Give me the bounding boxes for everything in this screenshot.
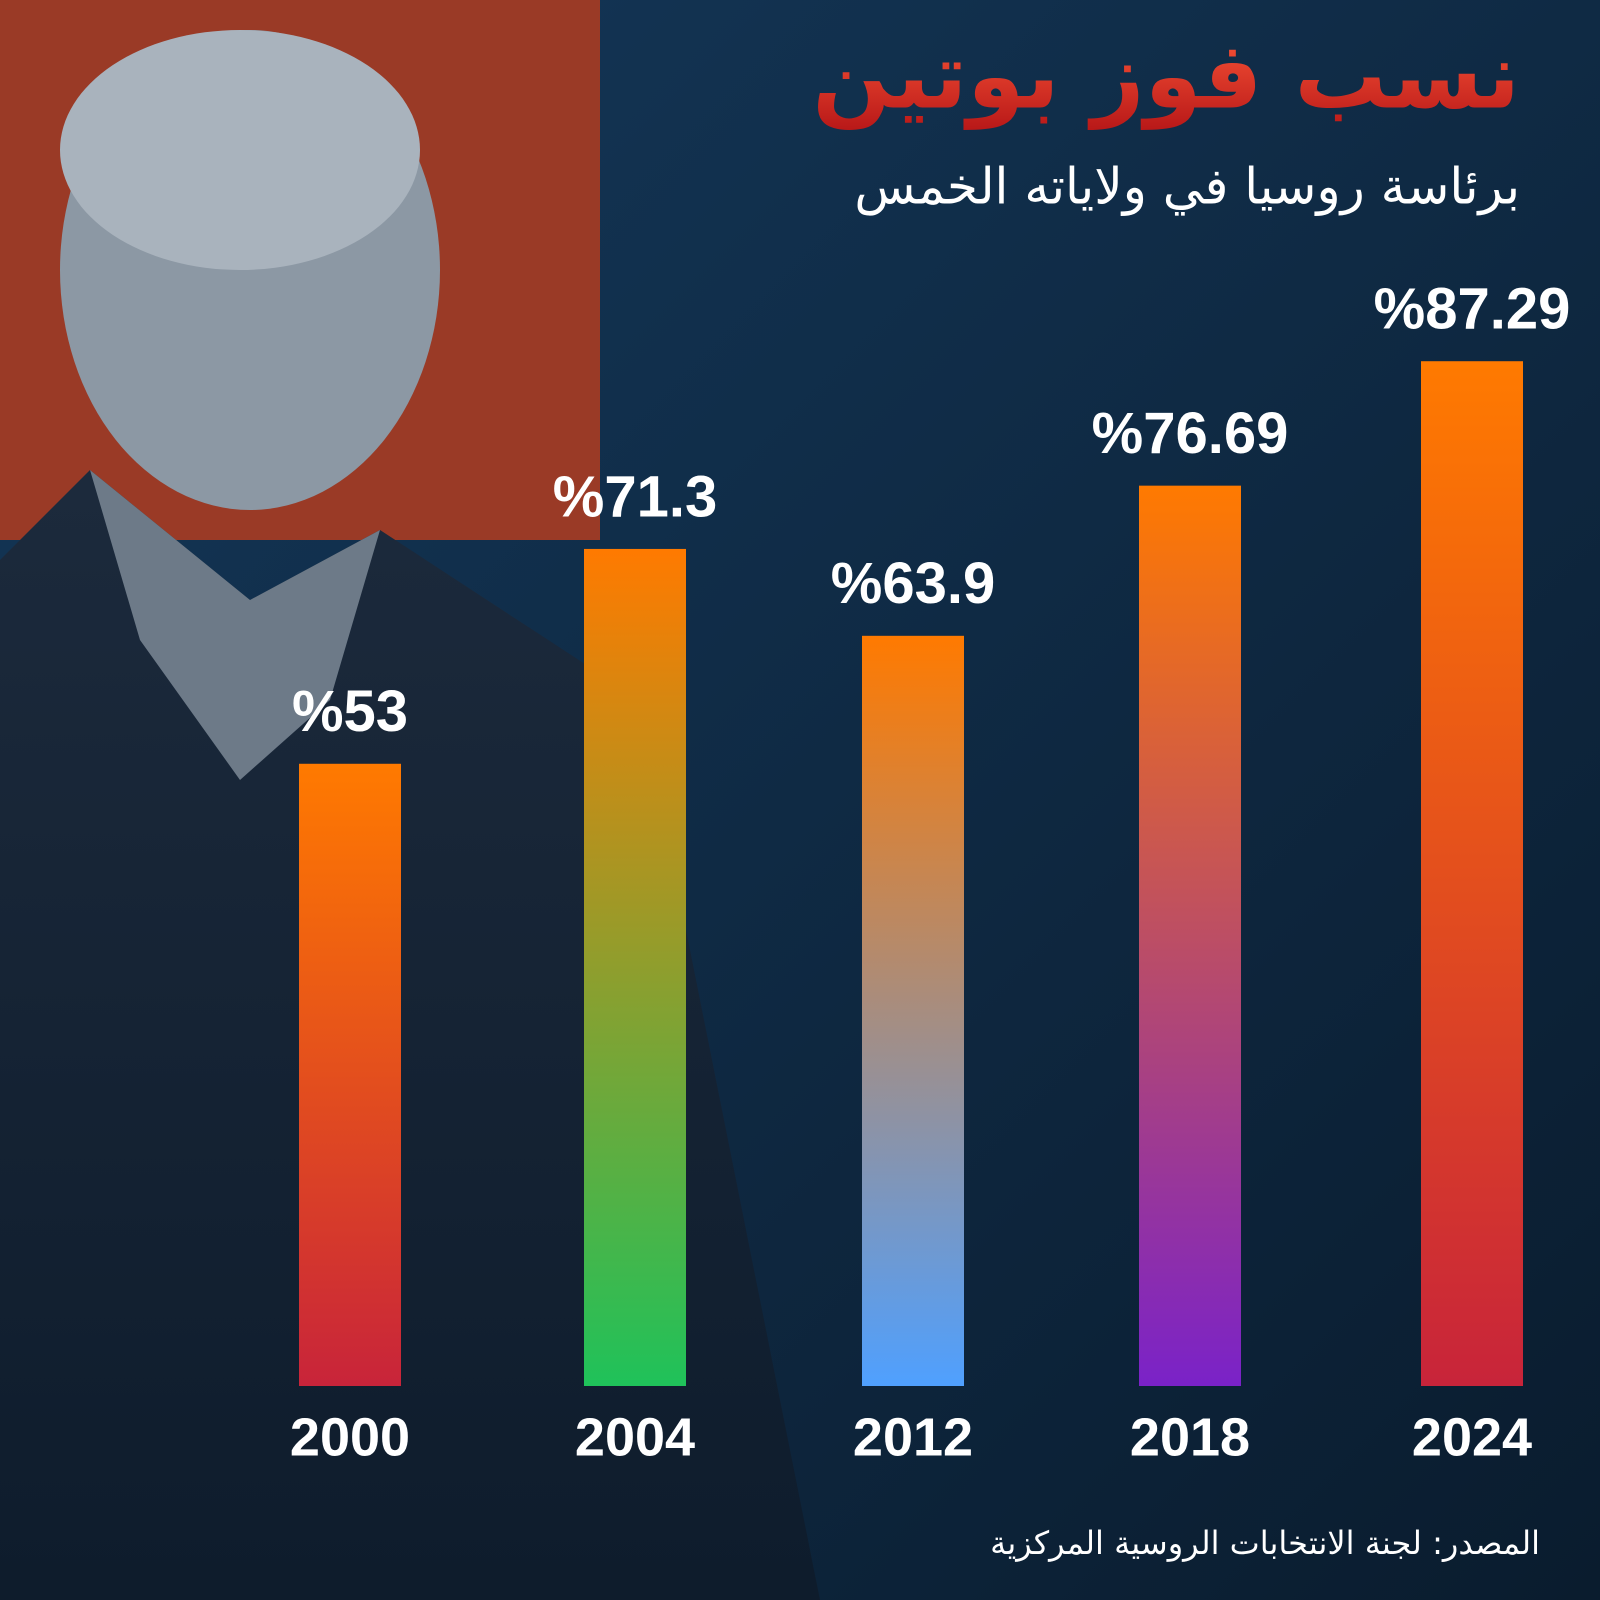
bar [1421,361,1523,1387]
x-tick-label: 2012 [853,1407,973,1467]
bar [299,763,401,1386]
value-label: %87.29 [1374,277,1571,342]
value-label: %53 [292,679,408,744]
value-label: %63.9 [831,551,995,616]
x-tick-label: 2004 [575,1407,695,1467]
chart-title: نسب فوز بوتين [812,22,1520,130]
x-tick-label: 2000 [290,1407,410,1467]
value-label: %71.3 [553,464,717,529]
chart-subtitle: برئاسة روسيا في ولاياته الخمس [854,158,1520,217]
source: المصدر: لجنة الانتخابات الروسية المركزية [990,1524,1540,1562]
bar [584,548,686,1386]
x-tick-label: 2024 [1412,1407,1532,1467]
x-tick-label: 2018 [1130,1407,1250,1467]
bar [1139,485,1241,1386]
value-label: %76.69 [1092,401,1289,466]
bar [862,635,964,1386]
